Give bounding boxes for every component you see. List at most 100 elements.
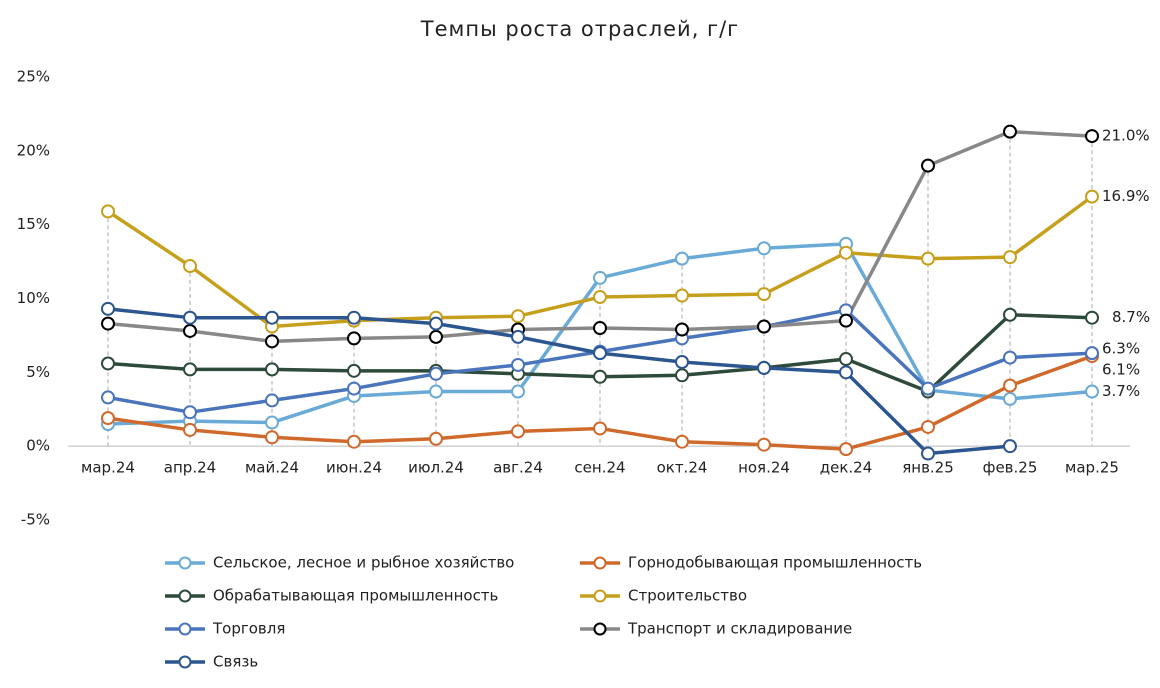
chart-title: Темпы роста отраслей, г/г [420, 17, 739, 41]
point-marker [183, 405, 197, 420]
legend-label: Обрабатывающая промышленность [213, 587, 498, 605]
x-tick-label: май.24 [245, 459, 299, 477]
point-marker [429, 366, 443, 381]
point-marker [921, 419, 935, 434]
x-tick-label: сен.24 [574, 459, 625, 477]
legend-label: Горнодобывающая промышленность [628, 554, 922, 572]
point-marker [1003, 250, 1017, 265]
point-marker [839, 442, 853, 457]
point-marker [183, 310, 197, 325]
y-tick-label: 20% [17, 141, 50, 159]
point-marker [347, 381, 361, 396]
point-marker [839, 365, 853, 380]
series-line [107, 129, 1093, 344]
legend-marker [178, 556, 192, 570]
point-marker [757, 287, 771, 302]
value-label: 6.1% [1102, 361, 1140, 379]
point-marker [675, 434, 689, 449]
point-marker [183, 422, 197, 437]
point-marker [265, 430, 279, 445]
point-marker [839, 245, 853, 260]
x-tick-label: июл.24 [408, 459, 464, 477]
point-marker [429, 384, 443, 399]
point-marker [675, 354, 689, 369]
point-marker [101, 390, 115, 405]
point-marker [675, 251, 689, 266]
point-marker [101, 356, 115, 371]
point-marker [1085, 346, 1099, 361]
x-tick-label: янв.25 [902, 459, 954, 477]
point-marker [675, 288, 689, 303]
point-marker [921, 381, 935, 396]
point-marker [593, 346, 607, 361]
point-marker [511, 424, 525, 439]
value-label: 21.0% [1102, 127, 1150, 145]
legend-marker [593, 589, 607, 603]
x-tick-label: авг.24 [493, 459, 543, 477]
point-marker [347, 331, 361, 346]
point-marker [593, 321, 607, 336]
point-marker [839, 313, 853, 328]
point-marker [101, 316, 115, 331]
legend-marker [593, 556, 607, 570]
point-marker [921, 446, 935, 461]
point-marker [265, 334, 279, 349]
point-marker [101, 204, 115, 219]
x-tick-label: апр.24 [164, 459, 216, 477]
point-marker [675, 368, 689, 383]
point-marker [593, 290, 607, 305]
legend-marker [593, 622, 607, 636]
point-marker [1003, 378, 1017, 393]
y-tick-label: 10% [17, 289, 50, 307]
value-label: 8.7% [1112, 308, 1150, 326]
point-marker [511, 309, 525, 324]
point-marker [183, 259, 197, 274]
point-marker [347, 363, 361, 378]
legend-marker [178, 655, 192, 669]
y-tick-label: 5% [26, 363, 50, 381]
point-marker [1003, 350, 1017, 365]
point-marker [1085, 129, 1099, 144]
point-marker [1085, 384, 1099, 399]
point-marker [265, 415, 279, 430]
legend-label: Торговля [212, 620, 285, 638]
point-marker [429, 431, 443, 446]
legend-label: Строительство [628, 587, 747, 605]
point-marker [265, 362, 279, 377]
point-marker [757, 241, 771, 256]
x-tick-label: июн.24 [326, 459, 382, 477]
point-marker [347, 310, 361, 325]
point-marker [429, 329, 443, 344]
x-tick-label: фев.25 [983, 459, 1038, 477]
point-marker [1003, 307, 1017, 322]
point-marker [511, 357, 525, 372]
point-marker [183, 362, 197, 377]
y-tick-label: 0% [26, 437, 50, 455]
value-label: 16.9% [1102, 187, 1150, 205]
point-marker [1085, 189, 1099, 204]
series-line [107, 307, 1011, 456]
point-marker [921, 251, 935, 266]
x-tick-label: ноя.24 [738, 459, 790, 477]
legend-label: Транспорт и складирование [627, 620, 852, 638]
point-marker [1003, 391, 1017, 406]
point-marker [593, 369, 607, 384]
value-label: 3.7% [1102, 382, 1140, 400]
point-marker [347, 434, 361, 449]
point-marker [101, 411, 115, 426]
point-marker [183, 323, 197, 338]
point-marker [1003, 124, 1017, 139]
x-tick-label: мар.24 [81, 459, 135, 477]
y-tick-label: -5% [21, 511, 50, 529]
point-marker [265, 310, 279, 325]
y-tick-label: 15% [17, 215, 50, 233]
value-label: 6.3% [1102, 340, 1140, 358]
point-marker [1085, 310, 1099, 325]
point-marker [1003, 439, 1017, 454]
point-marker [675, 322, 689, 337]
legend-marker [178, 622, 192, 636]
point-marker [921, 158, 935, 173]
legend-label: Связь [213, 653, 258, 671]
point-marker [101, 301, 115, 316]
